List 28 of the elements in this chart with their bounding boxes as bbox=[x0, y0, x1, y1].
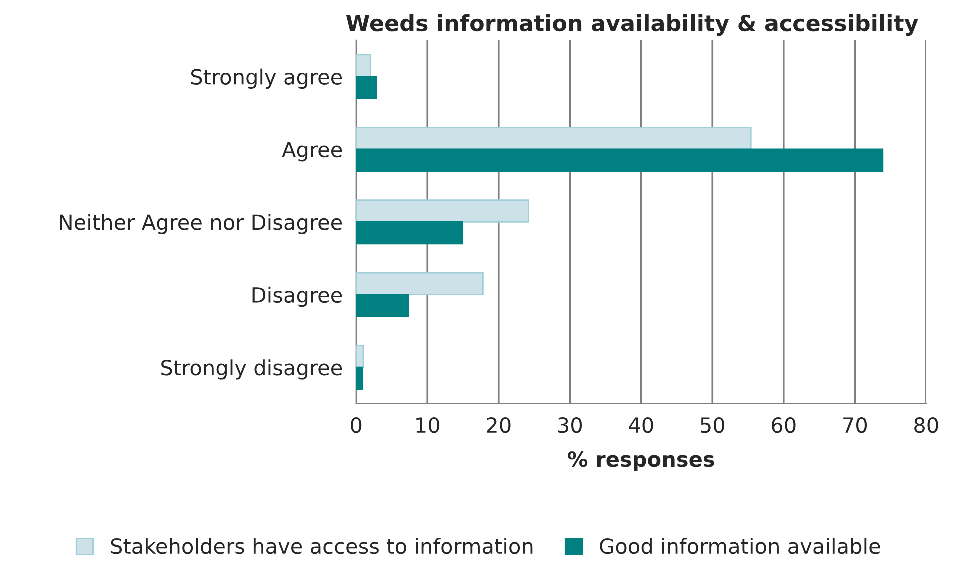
bar bbox=[356, 76, 378, 100]
x-tick-label: 30 bbox=[558, 417, 582, 434]
x-tick-label: 80 bbox=[914, 417, 938, 434]
x-tick-label: 40 bbox=[629, 417, 654, 434]
x-tick-label: 10 bbox=[416, 417, 440, 434]
bar bbox=[356, 54, 372, 78]
x-axis-title: % responses bbox=[568, 452, 714, 472]
bar bbox=[356, 200, 530, 223]
y-tick-label: Disagree bbox=[252, 286, 342, 308]
legend-label: Stakeholders have access to information bbox=[111, 538, 533, 554]
x-tick-label: 50 bbox=[700, 417, 725, 434]
chart-title: Weeds information availability & accessibility bbox=[346, 14, 918, 36]
y-tick-label: Strongly disagree bbox=[162, 360, 342, 380]
legend-label: Good information available bbox=[600, 538, 880, 554]
bar bbox=[356, 272, 484, 296]
x-tick-label: 70 bbox=[844, 417, 868, 434]
bar bbox=[356, 126, 752, 150]
y-tick-label: Agree bbox=[282, 142, 342, 162]
bar bbox=[356, 148, 884, 172]
bar bbox=[356, 366, 364, 390]
bar bbox=[356, 294, 410, 318]
bar bbox=[356, 345, 364, 368]
x-tick-label: 0 bbox=[351, 417, 362, 434]
y-tick-label: Neither Agree nor Disagree bbox=[60, 214, 342, 234]
x-tick-label: 20 bbox=[487, 417, 511, 434]
y-tick-label: Strongly agree bbox=[191, 68, 342, 89]
bar bbox=[356, 221, 464, 245]
x-tick-label: 60 bbox=[772, 417, 796, 434]
